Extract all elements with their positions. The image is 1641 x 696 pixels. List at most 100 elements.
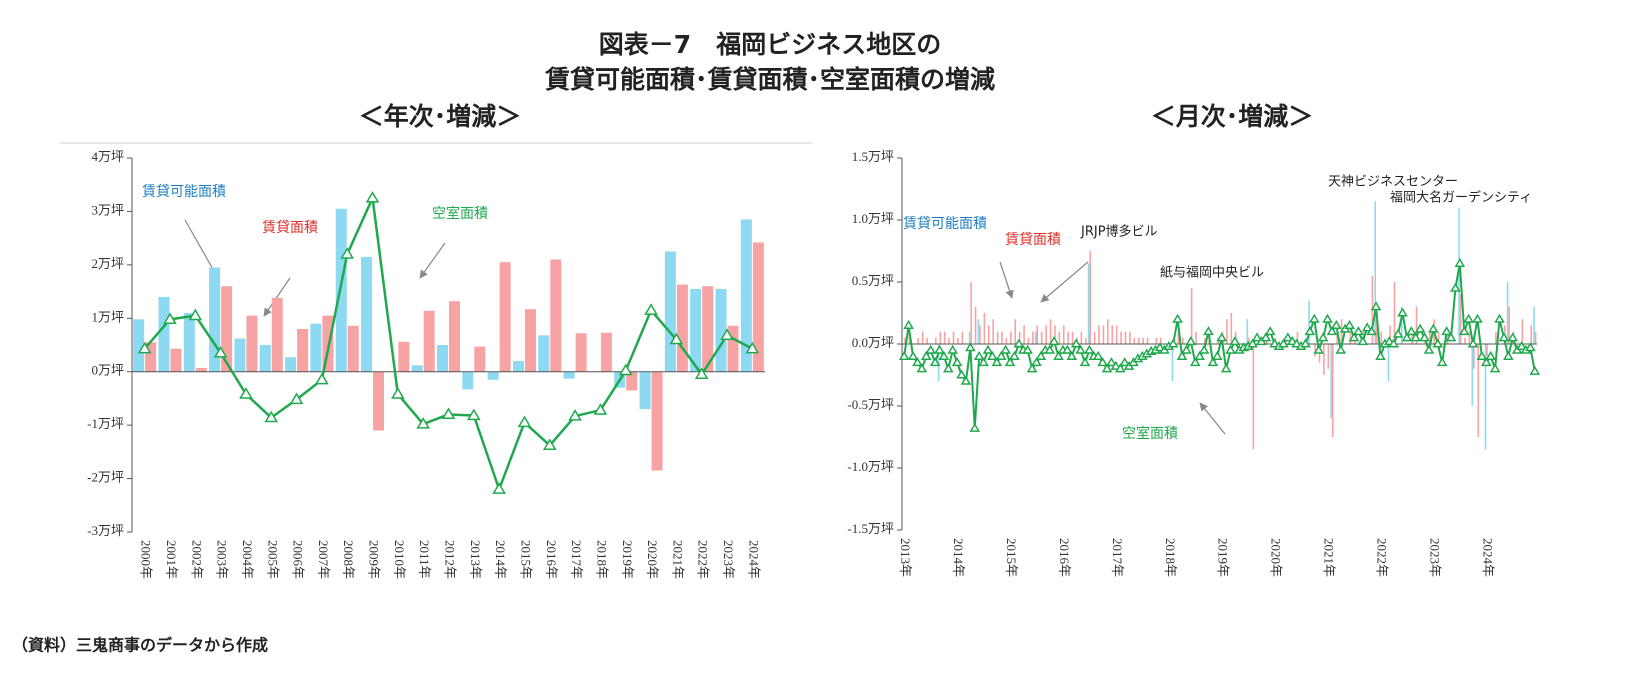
bar (1415, 306, 1418, 344)
bar (259, 345, 271, 372)
marker (467, 408, 481, 421)
bar (1446, 331, 1449, 344)
bar (952, 331, 955, 344)
bar (690, 288, 702, 372)
bar (1477, 344, 1480, 437)
bar (1349, 331, 1352, 344)
marker (1101, 363, 1113, 373)
marker (644, 303, 658, 315)
bar (1252, 344, 1255, 450)
bar (937, 344, 940, 382)
marker (1189, 357, 1201, 367)
bar (221, 286, 233, 372)
series-label: 空室面積 (432, 205, 488, 222)
bar (1389, 325, 1391, 344)
marker (978, 357, 989, 367)
bar (1521, 319, 1524, 344)
bar (1190, 288, 1193, 344)
marker (960, 375, 972, 385)
bar (1085, 337, 1087, 344)
marker (1322, 313, 1333, 323)
x-tick-label: 2015年 (1004, 538, 1019, 577)
bar (449, 301, 460, 372)
x-tick-label: 2004年 (240, 540, 255, 579)
marker (1357, 336, 1369, 346)
x-tick-label: 2021年 (1322, 538, 1337, 577)
bar (1107, 319, 1109, 344)
bar (1314, 344, 1316, 357)
bar (1230, 313, 1233, 344)
marker (934, 344, 945, 354)
marker (1445, 332, 1457, 342)
marker (1207, 357, 1219, 367)
x-tick-label: 2018年 (1163, 538, 1178, 577)
bar (1005, 337, 1008, 344)
bar (702, 286, 714, 372)
bar (977, 319, 980, 344)
x-tick-label: 2024年 (1480, 538, 1495, 577)
marker (365, 191, 380, 203)
bar (651, 371, 663, 471)
marker (969, 422, 981, 432)
arrows (184, 219, 1226, 435)
marker (1454, 257, 1466, 267)
marker (1084, 344, 1095, 354)
marker (1516, 341, 1527, 351)
bar (961, 331, 964, 344)
bar (183, 312, 195, 372)
marker (137, 341, 152, 354)
marker (1406, 326, 1417, 336)
x-tick-label: 2005年 (265, 540, 280, 579)
x-tick-label: 2020年 (1269, 538, 1284, 577)
y-tick-label: 1万坪 (91, 309, 124, 324)
bar (727, 325, 739, 372)
bar (996, 331, 999, 344)
bar (957, 337, 959, 344)
bar (246, 315, 258, 372)
marker (1176, 350, 1188, 360)
bar (1027, 337, 1030, 344)
bar (1336, 331, 1338, 344)
marker (1383, 336, 1395, 346)
bar (1045, 325, 1047, 344)
bar (1018, 331, 1021, 344)
x-tick-label: 2014年 (951, 538, 966, 577)
marker (618, 363, 633, 376)
marker (1308, 313, 1320, 323)
bar (170, 348, 182, 372)
marker (416, 417, 430, 429)
bar (1111, 325, 1114, 344)
marker (982, 344, 994, 354)
bar (1380, 331, 1383, 344)
y-tick-label: -2万坪 (87, 470, 124, 485)
bar (1246, 319, 1249, 344)
bar (487, 371, 499, 380)
marker (745, 341, 760, 354)
marker (1264, 326, 1276, 336)
bar (524, 309, 536, 372)
bar (310, 323, 322, 372)
marker (1503, 350, 1514, 360)
bar (361, 256, 373, 372)
bar (462, 371, 474, 390)
x-tick-label: 2016年 (544, 540, 559, 579)
marker (1480, 357, 1492, 367)
marker (289, 392, 304, 405)
bar (1146, 337, 1149, 344)
bar (926, 337, 928, 344)
bar (1080, 331, 1083, 344)
x-tick-label: 2023年 (1427, 538, 1442, 577)
marker (1181, 344, 1192, 354)
marker (1009, 350, 1020, 360)
bar (626, 371, 638, 391)
marker (1070, 338, 1082, 348)
bar (983, 313, 986, 344)
marker (956, 369, 967, 379)
bar (575, 333, 587, 372)
bar (1330, 344, 1332, 419)
annotation: JRJP博多ビル (1080, 224, 1158, 240)
y-tick-label: -3万坪 (87, 523, 124, 538)
series-label: 賃貸面積 (262, 220, 318, 236)
bar (979, 325, 981, 344)
x-tick-label: 2016年 (1057, 538, 1072, 577)
